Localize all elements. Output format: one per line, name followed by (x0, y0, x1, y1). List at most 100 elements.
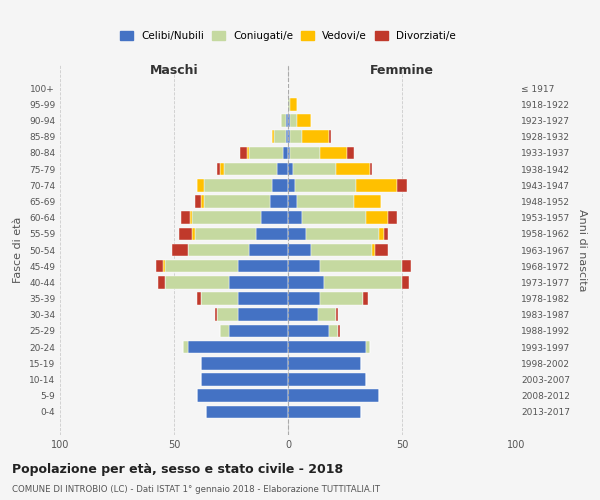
Legend: Celibi/Nubili, Coniugati/e, Vedovi/e, Divorziati/e: Celibi/Nubili, Coniugati/e, Vedovi/e, Di… (117, 28, 459, 44)
Bar (288, 244, 311, 256)
Bar (288, 195, 297, 208)
Bar (217, 163, 220, 175)
Bar (336, 308, 338, 321)
Bar (274, 130, 286, 143)
Bar (293, 163, 336, 175)
Bar (202, 373, 288, 386)
Bar (402, 260, 411, 272)
Bar (240, 146, 247, 159)
Bar (158, 276, 165, 288)
Bar (249, 146, 283, 159)
Bar (320, 146, 347, 159)
Bar (320, 292, 363, 305)
Bar (183, 341, 188, 353)
Bar (288, 114, 290, 127)
Bar (354, 195, 382, 208)
Bar (181, 212, 190, 224)
Bar (220, 324, 229, 337)
Bar (288, 308, 317, 321)
Bar (272, 130, 274, 143)
Bar (256, 228, 288, 240)
Bar (270, 195, 288, 208)
Bar (197, 292, 202, 305)
Bar (203, 195, 270, 208)
Bar (379, 228, 384, 240)
Bar (336, 163, 370, 175)
Bar (238, 292, 288, 305)
Bar (329, 324, 338, 337)
Bar (297, 114, 311, 127)
Bar (288, 163, 293, 175)
Bar (197, 179, 203, 192)
Bar (338, 324, 340, 337)
Bar (290, 98, 297, 110)
Bar (365, 341, 370, 353)
Bar (260, 212, 288, 224)
Bar (397, 179, 407, 192)
Text: COMUNE DI INTROBIO (LC) - Dati ISTAT 1° gennaio 2018 - Elaborazione TUTTITALIA.I: COMUNE DI INTROBIO (LC) - Dati ISTAT 1° … (12, 485, 380, 494)
Bar (306, 228, 379, 240)
Bar (288, 146, 290, 159)
Bar (238, 260, 288, 272)
Bar (197, 390, 288, 402)
Bar (194, 195, 202, 208)
Bar (163, 260, 165, 272)
Bar (356, 179, 397, 192)
Bar (238, 308, 288, 321)
Text: Maschi: Maschi (149, 64, 199, 77)
Y-axis label: Fasce di età: Fasce di età (13, 217, 23, 283)
Bar (188, 341, 288, 353)
Bar (288, 292, 320, 305)
Bar (217, 308, 238, 321)
Bar (283, 146, 288, 159)
Bar (192, 212, 260, 224)
Bar (220, 163, 224, 175)
Bar (172, 244, 188, 256)
Bar (202, 357, 288, 370)
Bar (297, 195, 354, 208)
Bar (286, 114, 288, 127)
Bar (325, 276, 402, 288)
Bar (165, 260, 238, 272)
Bar (188, 244, 249, 256)
Bar (290, 114, 297, 127)
Bar (229, 324, 288, 337)
Bar (374, 244, 388, 256)
Bar (179, 228, 192, 240)
Bar (363, 292, 368, 305)
Text: Popolazione per età, sesso e stato civile - 2018: Popolazione per età, sesso e stato civil… (12, 463, 343, 476)
Bar (288, 324, 329, 337)
Bar (277, 163, 288, 175)
Bar (373, 244, 374, 256)
Bar (165, 276, 229, 288)
Bar (365, 212, 388, 224)
Bar (329, 130, 331, 143)
Bar (288, 228, 306, 240)
Bar (288, 276, 325, 288)
Bar (288, 373, 365, 386)
Bar (288, 98, 290, 110)
Bar (311, 244, 373, 256)
Bar (272, 179, 288, 192)
Bar (202, 292, 238, 305)
Bar (215, 308, 217, 321)
Bar (247, 146, 249, 159)
Bar (286, 130, 288, 143)
Bar (206, 406, 288, 418)
Bar (203, 179, 272, 192)
Bar (302, 212, 365, 224)
Bar (302, 130, 329, 143)
Bar (288, 130, 290, 143)
Bar (192, 228, 194, 240)
Bar (281, 114, 286, 127)
Bar (194, 228, 256, 240)
Bar (402, 276, 409, 288)
Bar (190, 212, 192, 224)
Bar (347, 146, 354, 159)
Bar (370, 163, 373, 175)
Bar (290, 146, 320, 159)
Bar (249, 244, 288, 256)
Bar (224, 163, 277, 175)
Bar (320, 260, 402, 272)
Bar (202, 195, 203, 208)
